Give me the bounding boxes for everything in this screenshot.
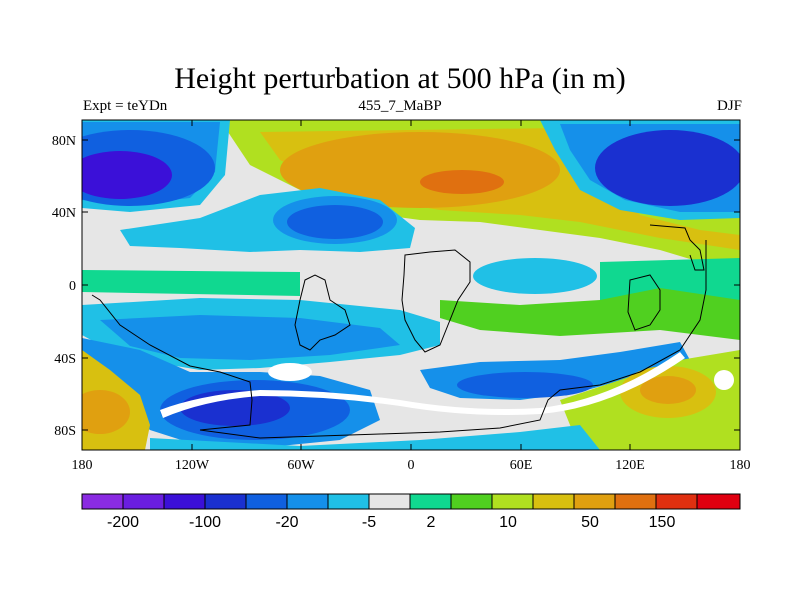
tropical-green-band — [440, 288, 740, 340]
ridge-southeast-core — [640, 376, 696, 404]
lon-label: 60E — [510, 458, 533, 473]
coastline-africa — [401, 249, 471, 353]
lat-label: 40N — [52, 206, 76, 221]
coastline-australia — [627, 274, 661, 331]
experiment-id: 455_7_MaBP — [358, 98, 442, 114]
colorbar — [81, 493, 741, 510]
colorbar-label: -5 — [362, 514, 376, 531]
lon-label: 120W — [175, 458, 210, 473]
lon-label: 180 — [730, 458, 751, 473]
lat-label: 0 — [69, 279, 76, 294]
tropical-green-west — [82, 270, 300, 296]
colorbar-label: 150 — [649, 514, 676, 531]
height-field — [82, 120, 740, 450]
colorbar-box — [451, 494, 492, 509]
lon-label: 0 — [408, 458, 415, 473]
colorbar-box — [492, 494, 533, 509]
lon-ticks-bottom — [81, 444, 741, 450]
lat-label: 40S — [54, 352, 76, 367]
small-high-pacific — [268, 363, 312, 381]
lat-ticks-left — [82, 139, 88, 431]
trough-south-belt-mid — [100, 315, 400, 360]
lon-label: 60W — [287, 458, 315, 473]
colorbar-label: 2 — [427, 514, 436, 531]
coastline-south-america — [294, 274, 351, 351]
colorbar-box — [287, 494, 328, 509]
colorbar-box — [328, 494, 369, 509]
lat-ticks-right — [734, 139, 740, 431]
lon-axis-labels: 180 120W 60W 0 60E 120E 180 — [72, 458, 751, 473]
small-high-east — [714, 370, 734, 390]
colorbar-box — [697, 494, 740, 509]
trough-northeast-inner — [595, 130, 740, 206]
colorbar-box — [369, 494, 410, 509]
colorbar-box — [656, 494, 697, 509]
season-label: DJF — [716, 98, 742, 114]
colorbar-box — [164, 494, 205, 509]
coastline-east-asia — [649, 224, 705, 271]
colorbar-label: -100 — [189, 514, 221, 531]
colorbar-box — [246, 494, 287, 509]
trough-northwest-core — [82, 151, 172, 199]
lon-ticks-top — [81, 120, 741, 126]
tropical-trough — [473, 258, 597, 294]
colorbar-box — [82, 494, 123, 509]
colorbar-labels: -200 -100 -20 -5 2 10 50 150 — [107, 514, 675, 531]
experiment-label: Expt = teYDn — [83, 98, 168, 114]
neutral-strip-south — [160, 352, 685, 418]
colorbar-box — [574, 494, 615, 509]
lon-label: 180 — [72, 458, 93, 473]
colorbar-box — [205, 494, 246, 509]
colorbar-label: -200 — [107, 514, 139, 531]
colorbar-label: 10 — [499, 514, 517, 531]
coastlines — [91, 224, 707, 439]
axis-ticks — [81, 120, 741, 450]
colorbar-box — [410, 494, 451, 509]
ridge-north-core — [420, 170, 504, 194]
colorbar-label: 50 — [581, 514, 599, 531]
lon-label: 120E — [615, 458, 645, 473]
colorbar-box — [533, 494, 574, 509]
lat-label: 80N — [52, 134, 76, 149]
lat-label: 80S — [54, 424, 76, 439]
coastline-antarctica — [91, 240, 707, 439]
lat-axis-labels: 80N 40N 0 40S 80S — [52, 134, 76, 439]
trough-atlantic-core — [287, 205, 383, 239]
colorbar-label: -20 — [275, 514, 298, 531]
antarctic-band — [150, 425, 600, 450]
ridge-southwest-core — [82, 390, 130, 434]
colorbar-frame — [81, 493, 741, 510]
trough-south-indian-core — [457, 372, 593, 398]
colorbar-box — [123, 494, 164, 509]
plot-title: Height perturbation at 500 hPa (in m) — [174, 62, 626, 95]
colorbar-dividers — [122, 494, 698, 509]
colorbar-box — [615, 494, 656, 509]
